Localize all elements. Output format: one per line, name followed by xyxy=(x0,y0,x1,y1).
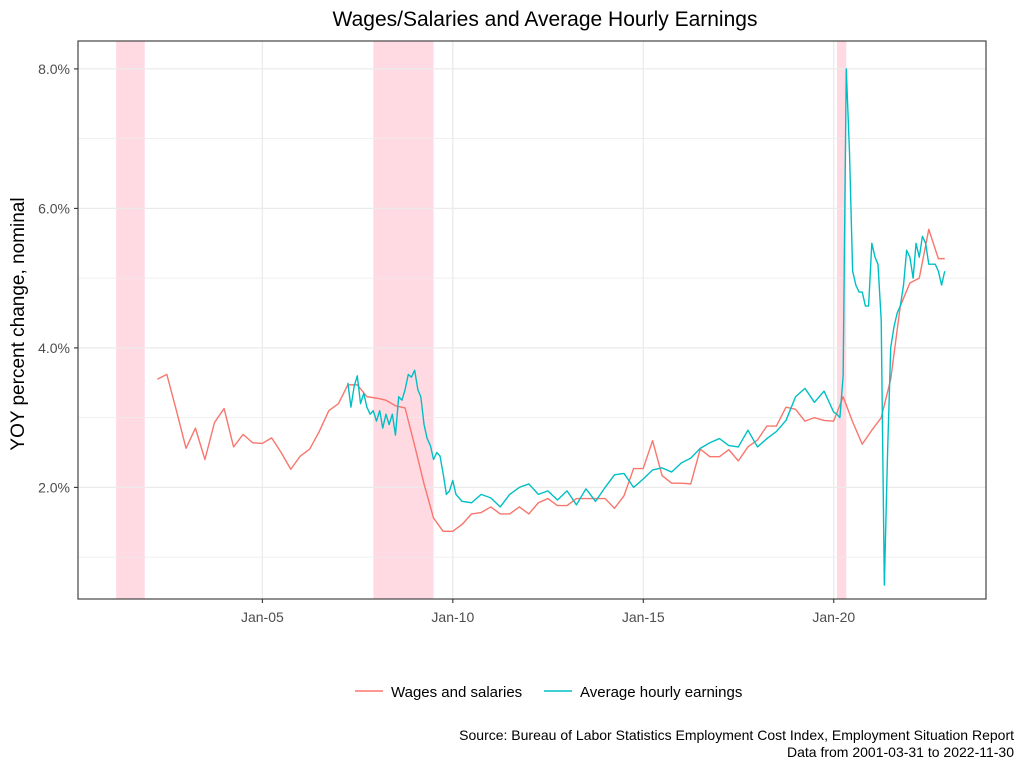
legend-label-wages: Wages and salaries xyxy=(391,684,522,701)
panel-border-rect xyxy=(77,40,987,600)
y-tick-label: 2.0% xyxy=(38,479,70,495)
caption-range: Data from 2001-03-31 to 2022-11-30 xyxy=(787,744,1014,760)
series-lines xyxy=(157,68,946,586)
plot-background xyxy=(78,41,986,599)
x-tick-label: Jan-10 xyxy=(431,609,474,625)
legend: Wages and salaries Average hourly earnin… xyxy=(355,684,742,701)
chart-title: Wages/Salaries and Average Hourly Earnin… xyxy=(333,8,758,31)
recession-bands xyxy=(116,41,847,599)
y-tick-label: 4.0% xyxy=(38,340,70,356)
recession-band-1 xyxy=(116,41,145,599)
x-tick-label: Jan-15 xyxy=(622,609,665,625)
panel-border xyxy=(77,40,987,600)
x-tick-label: Jan-20 xyxy=(812,609,855,625)
series-line-wages-and-salaries xyxy=(157,228,945,533)
x-tick-label: Jan-05 xyxy=(241,609,284,625)
legend-label-hourly: Average hourly earnings xyxy=(580,684,742,701)
series-line-average-hourly-earnings xyxy=(347,68,946,586)
recession-band-2 xyxy=(373,41,434,599)
y-tick-label: 8.0% xyxy=(38,61,70,77)
y-axis-label: YOY percent change, nominal xyxy=(8,197,29,450)
recession-band-3 xyxy=(836,41,847,599)
gridlines xyxy=(78,41,986,599)
y-axis: 2.0% 4.0% 6.0% 8.0% xyxy=(38,61,78,495)
caption-source: Source: Bureau of Labor Statistics Emplo… xyxy=(459,727,1014,743)
x-axis: Jan-05 Jan-10 Jan-15 Jan-20 xyxy=(241,599,855,625)
y-tick-label: 6.0% xyxy=(38,200,70,216)
plot-panel xyxy=(78,41,986,599)
